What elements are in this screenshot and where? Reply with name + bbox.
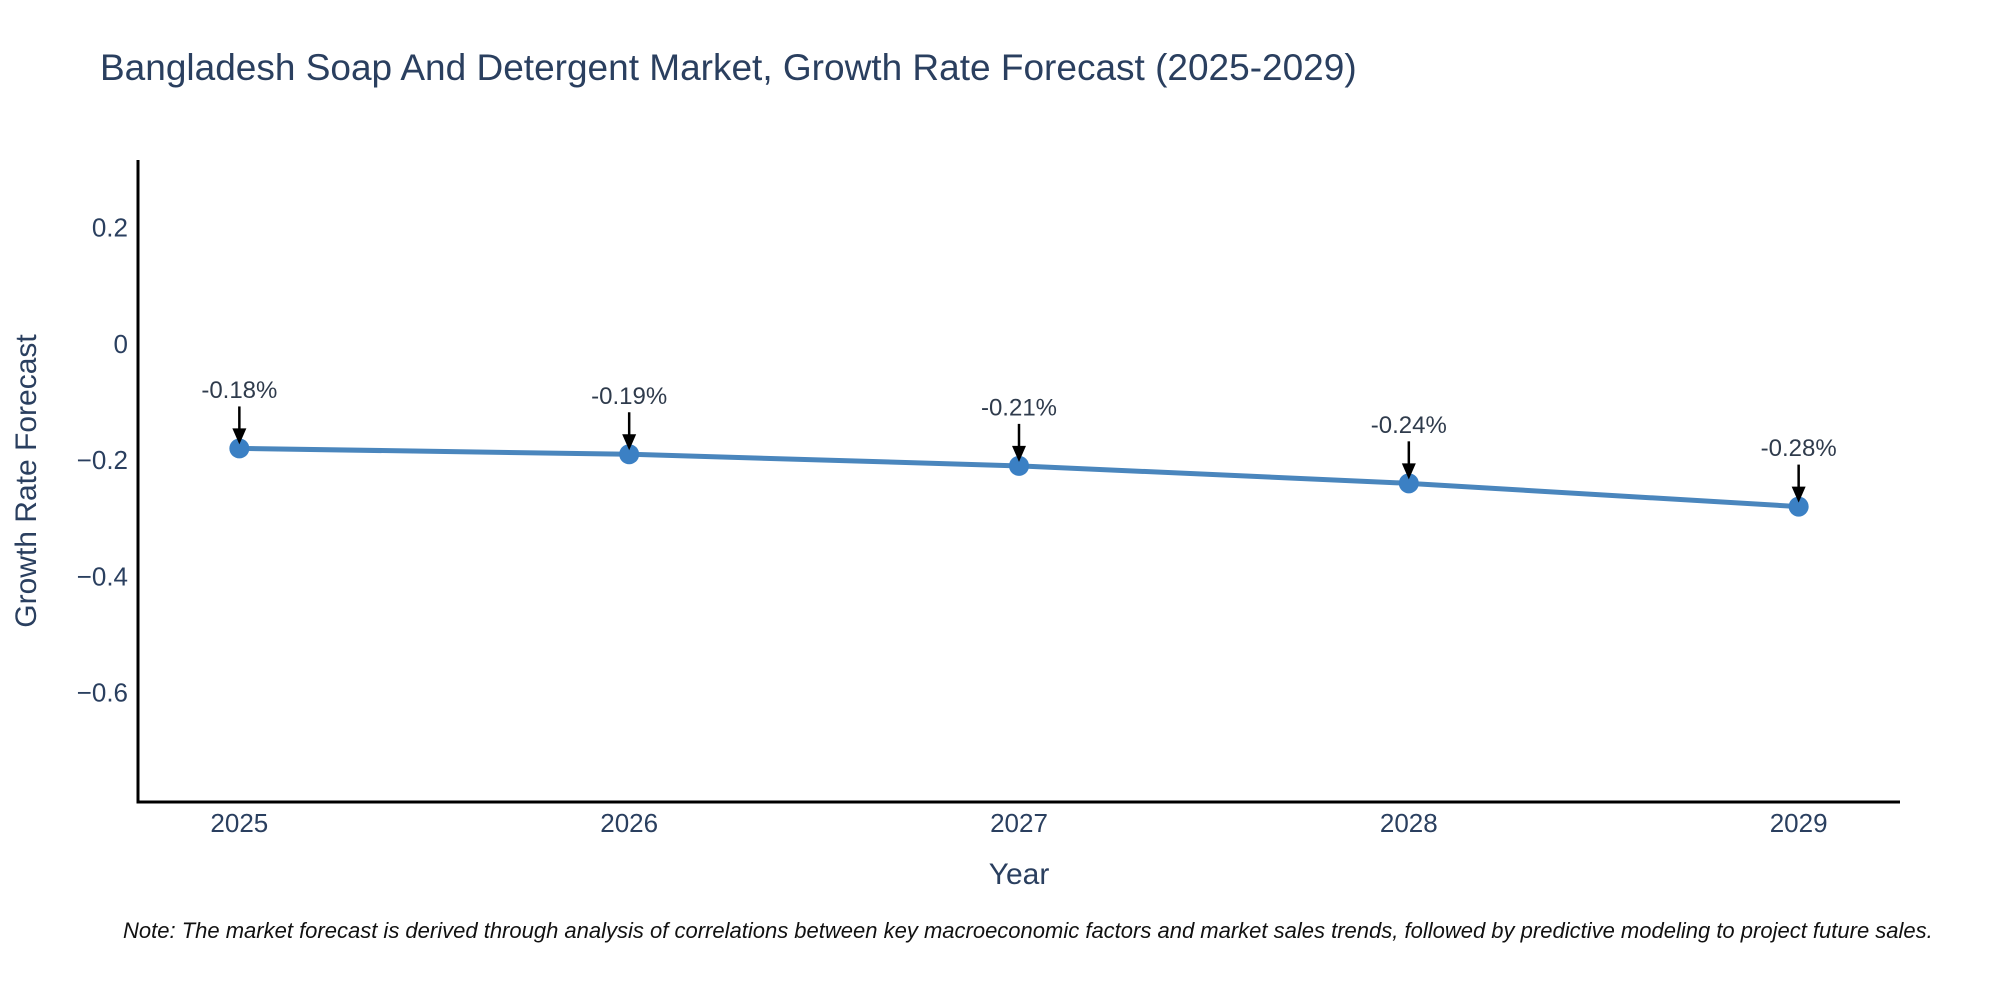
y-tick-label: 0.2 bbox=[92, 212, 128, 242]
data-point-label: -0.18% bbox=[201, 377, 277, 404]
annotation-arrowhead-icon bbox=[232, 428, 247, 445]
footnote: Note: The market forecast is derived thr… bbox=[123, 918, 1933, 943]
y-tick-label: −0.2 bbox=[77, 445, 128, 475]
data-point-marker bbox=[229, 438, 250, 459]
data-point-label: -0.21% bbox=[981, 394, 1057, 421]
annotation-arrowhead-icon bbox=[1012, 445, 1026, 462]
annotation-arrowhead-icon bbox=[1791, 486, 1806, 503]
data-point-label: -0.28% bbox=[1761, 435, 1837, 462]
x-tick-label: 2026 bbox=[600, 808, 658, 838]
x-tick-label: 2027 bbox=[990, 808, 1048, 838]
annotation-arrowhead-icon bbox=[622, 434, 637, 451]
data-point-label: -0.19% bbox=[591, 383, 667, 410]
chart-title: Bangladesh Soap And Detergent Market, Gr… bbox=[100, 47, 1357, 88]
data-point-marker bbox=[1788, 496, 1809, 517]
data-point-label: -0.24% bbox=[1371, 412, 1447, 439]
y-tick-label: −0.4 bbox=[77, 561, 128, 591]
x-axis-title: Year bbox=[988, 858, 1050, 891]
data-point-marker bbox=[619, 444, 640, 465]
y-tick-label: 0 bbox=[114, 329, 128, 359]
x-tick-label: 2028 bbox=[1380, 808, 1438, 838]
data-point-marker bbox=[1398, 473, 1419, 494]
x-tick-label: 2029 bbox=[1770, 808, 1828, 838]
y-tick-label: −0.6 bbox=[77, 678, 128, 708]
data-point-marker bbox=[1009, 455, 1029, 476]
annotation-arrowhead-icon bbox=[1401, 463, 1416, 480]
x-tick-label: 2025 bbox=[210, 808, 268, 838]
y-axis-title: Growth Rate Forecast bbox=[10, 334, 43, 628]
